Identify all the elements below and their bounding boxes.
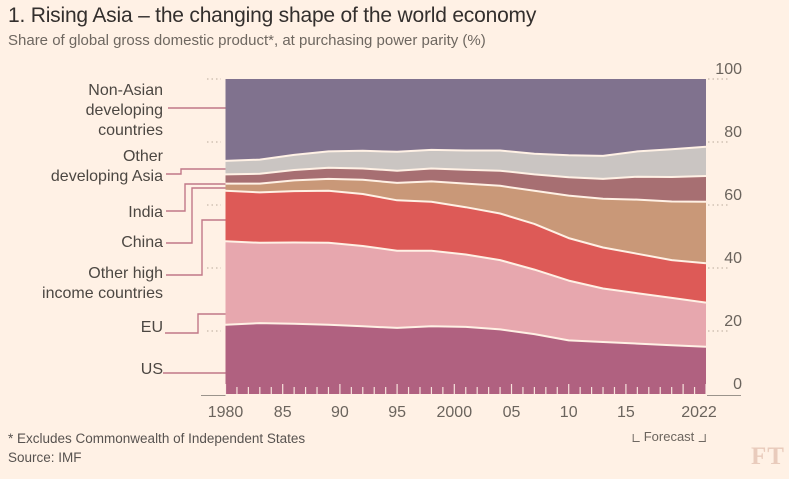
leader-line-india xyxy=(166,183,226,212)
leader-line-other_high xyxy=(166,219,226,276)
x-tick-label-2022: 2022 xyxy=(681,404,717,421)
legend-label-other_high: Other high income countries xyxy=(0,264,163,304)
legend-label-eu: EU xyxy=(0,318,163,338)
band-separator xyxy=(225,145,707,162)
page-title: 1. Rising Asia – the changing shape of t… xyxy=(8,4,537,27)
legend-label-line: income countries xyxy=(42,285,163,302)
area-non_asian xyxy=(225,79,706,161)
area-other_dev_asia xyxy=(225,146,706,179)
band-separator xyxy=(225,322,707,348)
legend-label-line: Non-Asian xyxy=(88,82,163,99)
leader-line-other_dev_asia xyxy=(166,168,226,175)
legend-label-line: China xyxy=(121,234,163,251)
legend-label-line: developing Asia xyxy=(50,168,163,185)
x-tick-label-2005: 05 xyxy=(502,404,521,421)
y-tick-label-100: 100 xyxy=(715,61,742,78)
forecast-bracket-left-icon xyxy=(632,434,640,442)
band-separator xyxy=(225,240,707,304)
y-tick-label-80: 80 xyxy=(724,124,742,141)
legend-label-line: developing xyxy=(85,102,163,119)
legend-label-india: India xyxy=(0,203,163,223)
x-tick-label-1995: 95 xyxy=(388,404,406,421)
x-tick-label-1980: 1980 xyxy=(207,404,244,421)
y-tick-label-60: 60 xyxy=(724,187,742,204)
legend-label-line: Other high xyxy=(88,265,163,282)
source-label: Source: IMF xyxy=(8,450,82,465)
leader-line-eu xyxy=(165,313,226,334)
x-tick-label-2015: 15 xyxy=(617,404,635,421)
x-tick-label-2000: 2000 xyxy=(436,404,473,421)
legend-label-other_dev_asia: Other developing Asia xyxy=(0,147,163,187)
forecast-bracket: Forecast xyxy=(632,429,706,444)
forecast-label: Forecast xyxy=(643,429,695,444)
leader-line-china xyxy=(166,187,226,244)
forecast-bracket-right-icon xyxy=(698,434,706,442)
legend-label-line: EU xyxy=(140,319,163,336)
legend-label-us: US xyxy=(0,360,163,380)
y-tick-label-0: 0 xyxy=(733,376,742,393)
band-separator xyxy=(225,189,707,265)
legend-label-line: Other xyxy=(122,148,163,165)
y-tick-label-20: 20 xyxy=(724,313,742,330)
area-us xyxy=(225,323,706,394)
y-tick-label-40: 40 xyxy=(724,250,742,267)
legend-label-line: countries xyxy=(98,122,163,139)
footnote: * Excludes Commonwealth of Independent S… xyxy=(8,431,306,446)
legend-label-non_asian: Non-Asian developing countries xyxy=(0,81,163,141)
area-eu xyxy=(225,241,706,347)
x-tick-label-1985: 85 xyxy=(273,404,292,421)
band-separator xyxy=(225,166,707,180)
area-other_high xyxy=(225,190,706,303)
legend-label-china: China xyxy=(0,233,163,253)
x-tick-label-1990: 90 xyxy=(330,404,349,421)
legend-label-line: India xyxy=(128,204,163,221)
area-india xyxy=(225,167,706,202)
ft-logo: FT xyxy=(751,443,785,470)
legend-label-line: US xyxy=(140,361,163,378)
band-separator xyxy=(225,177,707,203)
page-subtitle: Share of global gross domestic product*,… xyxy=(8,32,486,49)
x-tick-label-2010: 10 xyxy=(559,404,578,421)
